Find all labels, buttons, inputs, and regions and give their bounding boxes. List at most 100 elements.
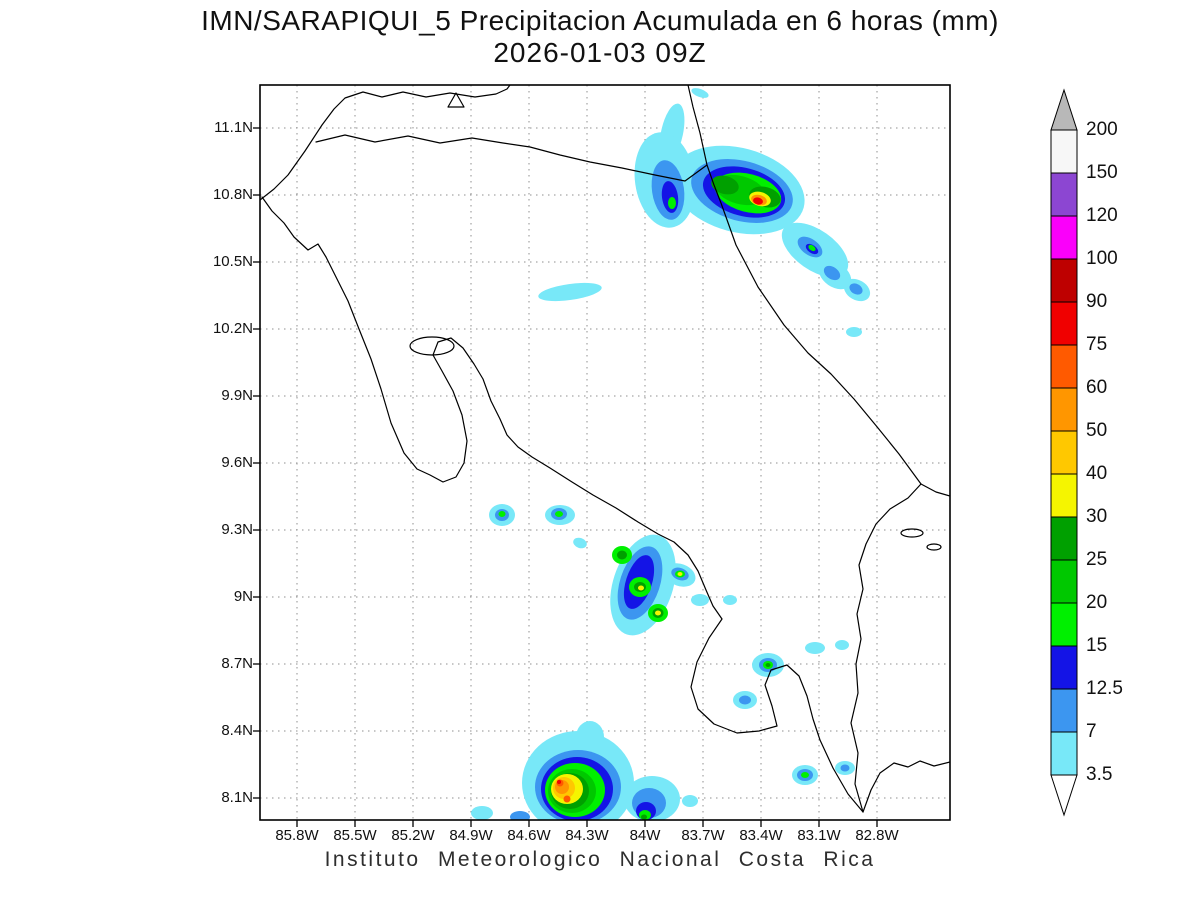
map-plot-area — [250, 75, 960, 830]
precip-shaded-contours — [471, 88, 871, 820]
y-axis-tick-label: 10.2N — [212, 320, 253, 337]
y-axis-tick-label: 10.8N — [212, 186, 253, 203]
colorbar-label: 120 — [1086, 205, 1118, 226]
x-axis-tick-label: 83.7W — [681, 827, 725, 844]
islet-outline — [900, 528, 924, 538]
precip-contour-3.5mm — [691, 594, 709, 606]
colorbar-scale — [1050, 88, 1078, 817]
precip-contour-30mm — [655, 610, 661, 616]
precip-contour-75mm — [557, 780, 561, 784]
precip-contour-30mm — [677, 572, 683, 576]
precip-contour-7mm — [510, 811, 530, 820]
precip-contour-3.5mm — [805, 642, 825, 654]
x-axis-tick-label: 84W — [629, 827, 661, 844]
precip-contour-15mm — [498, 511, 506, 517]
colorbar-label: 30 — [1086, 506, 1108, 527]
colorbar-arrow-top — [1050, 88, 1078, 131]
colorbar-band — [1050, 387, 1078, 432]
coastline-pacific-nicaragua-and-lake — [260, 85, 511, 201]
page-title: IMN/SARAPIQUI_5 Precipitacion Acumulada … — [201, 5, 999, 36]
x-axis-tick-label: 83.1W — [797, 827, 841, 844]
x-axis-tick-label: 84.9W — [449, 827, 493, 844]
colorbar-band — [1050, 258, 1078, 303]
colorbar-label: 150 — [1086, 162, 1118, 183]
precip-contour-15mm — [555, 511, 563, 517]
colorbar-band — [1050, 430, 1078, 475]
colorbar-label: 50 — [1086, 420, 1108, 441]
precip-contour-3.5mm — [682, 795, 698, 807]
y-axis-tick-label: 8.1N — [221, 789, 253, 806]
precip-contour-60mm — [563, 795, 571, 803]
precip-contour-3.5mm — [471, 806, 493, 820]
y-axis-tick-label: 10.5N — [212, 253, 253, 270]
colorbar-band — [1050, 688, 1078, 733]
precip-contour-3.5mm — [723, 595, 737, 605]
x-axis-tick-label: 84.6W — [507, 827, 551, 844]
colorbar-label: 3.5 — [1086, 764, 1113, 785]
precip-contour-25mm — [617, 550, 627, 560]
y-axis-tick-label: 9.6N — [221, 454, 253, 471]
precip-contour-3.5mm — [573, 537, 587, 549]
colorbar-label: 90 — [1086, 291, 1108, 312]
y-axis-tick-label: 9.9N — [221, 387, 253, 404]
colorbar-label: 20 — [1086, 592, 1108, 613]
islet-outline-2 — [926, 543, 942, 551]
x-axis-tick-label: 85.8W — [275, 827, 319, 844]
precip-contour-3.5mm — [576, 721, 604, 753]
colorbar-label: 40 — [1086, 463, 1108, 484]
coastline-layer — [260, 85, 950, 813]
colorbar-band — [1050, 129, 1078, 174]
colorbar-band — [1050, 602, 1078, 647]
colorbar-band — [1050, 731, 1078, 776]
footer-credit: Instituto Meteorologico Nacional Costa R… — [324, 848, 876, 871]
precip-contour-25mm — [711, 175, 739, 195]
colorbar-label: 15 — [1086, 635, 1108, 656]
precip-contour-7mm — [840, 764, 850, 772]
y-axis-tick-label: 11.1N — [214, 119, 253, 136]
precip-contour-30mm — [638, 585, 644, 591]
precip-contour-15mm — [668, 197, 676, 209]
precip-contour-15mm — [808, 244, 816, 252]
x-axis-tick-label: 84.3W — [565, 827, 609, 844]
colorbar-label: 100 — [1086, 248, 1118, 269]
grid-lines — [260, 85, 950, 820]
colorbar-band — [1050, 645, 1078, 690]
precip-contour-7mm — [823, 265, 841, 281]
colorbar — [1050, 88, 1122, 818]
colorbar-band — [1050, 344, 1078, 389]
x-axis-tick-label: 85.5W — [333, 827, 377, 844]
precip-contour-25mm — [765, 663, 771, 667]
precip-contour-75mm — [753, 197, 763, 205]
precip-contour-3.5mm — [538, 282, 602, 302]
precip-contour-3.5mm — [691, 88, 709, 98]
axis-tickmarks — [253, 127, 878, 827]
colorbar-label: 60 — [1086, 377, 1108, 398]
precip-contour-25mm — [641, 814, 647, 820]
colorbar-label: 75 — [1086, 334, 1108, 355]
y-axis-tick-label: 8.7N — [221, 655, 253, 672]
coastline-costa-rica-pacific — [261, 196, 950, 813]
colorbar-label: 12.5 — [1086, 678, 1123, 699]
precipitation-map — [253, 84, 951, 827]
colorbar-band — [1050, 473, 1078, 518]
colorbar-band — [1050, 516, 1078, 561]
border-panama — [850, 483, 922, 813]
x-axis-tick-label: 82.8W — [855, 827, 899, 844]
colorbar-label: 7 — [1086, 721, 1097, 742]
precip-contour-3.5mm — [835, 640, 849, 650]
border-nicaragua — [315, 134, 708, 182]
precip-contour-15mm — [801, 772, 809, 778]
y-axis-tick-label: 9N — [233, 588, 253, 605]
colorbar-band — [1050, 172, 1078, 217]
coastline-caribbean — [687, 85, 950, 497]
y-axis-tick-label: 8.4N — [221, 722, 253, 739]
colorbar-label: 200 — [1086, 119, 1118, 140]
plot-frame — [259, 84, 951, 821]
chira-island-outline — [409, 336, 455, 356]
volcano-island-triangle — [447, 92, 465, 108]
colorbar-band — [1050, 301, 1078, 346]
x-axis-tick-label: 85.2W — [391, 827, 435, 844]
precip-contour-7mm — [739, 695, 751, 705]
precip-contour-7mm — [849, 283, 863, 295]
